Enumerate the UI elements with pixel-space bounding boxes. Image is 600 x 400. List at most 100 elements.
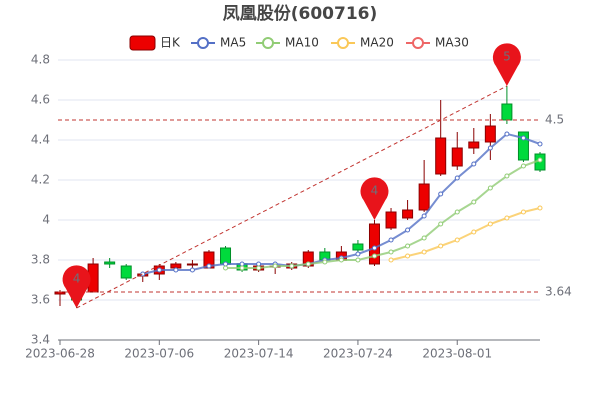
- y-tick-label: 3.4: [31, 333, 50, 347]
- ma-point: [487, 221, 493, 227]
- ma-point: [438, 243, 444, 249]
- ma-point: [173, 267, 179, 273]
- ma-point: [239, 265, 245, 271]
- pin-label: 4: [371, 184, 379, 198]
- ma-point: [421, 213, 427, 219]
- ma-line: [390, 207, 541, 261]
- ma-point: [537, 205, 543, 211]
- ma-point: [504, 215, 510, 221]
- candle-body: [352, 243, 364, 251]
- legend-label: MA5: [220, 36, 246, 50]
- ma-point: [520, 209, 526, 215]
- ma-line: [225, 159, 541, 269]
- legend-swatch: [337, 37, 349, 49]
- pin: [360, 177, 389, 220]
- ma-point: [371, 245, 377, 251]
- candle-body: [368, 223, 380, 265]
- ma-point: [388, 237, 394, 243]
- reference-label: 4.5: [545, 113, 564, 127]
- x-tick-label: 2023-07-06: [124, 347, 194, 361]
- y-tick-label: 3.8: [31, 253, 50, 267]
- ma-point: [471, 161, 477, 167]
- ma-point: [405, 227, 411, 233]
- legend-swatch: [129, 35, 156, 51]
- ma-point: [537, 157, 543, 163]
- pin: [492, 43, 521, 86]
- ma-point: [520, 163, 526, 169]
- ma-point: [487, 185, 493, 191]
- candle-body: [385, 211, 397, 229]
- y-tick-label: 4.8: [31, 53, 50, 67]
- candle-body: [170, 263, 182, 269]
- ma-point: [421, 235, 427, 241]
- candle-body: [501, 103, 513, 121]
- ma-point: [520, 135, 526, 141]
- ma-point: [438, 191, 444, 197]
- candle-body: [120, 265, 132, 279]
- ma-point: [223, 265, 229, 271]
- ma-point: [338, 257, 344, 263]
- pin-label: 4: [73, 272, 81, 286]
- candle-body: [451, 147, 463, 167]
- ma-point: [537, 141, 543, 147]
- ma-point: [388, 249, 394, 255]
- ma-point: [504, 131, 510, 137]
- y-tick-label: 4.6: [31, 93, 50, 107]
- ma-point: [421, 249, 427, 255]
- candle-body: [468, 141, 480, 149]
- candle-body: [186, 263, 198, 266]
- y-tick-label: 4.2: [31, 173, 50, 187]
- ma-point: [239, 261, 245, 267]
- ma-point: [471, 199, 477, 205]
- candle-body: [402, 209, 414, 219]
- candle-body: [517, 131, 529, 161]
- reference-label: 3.64: [545, 285, 572, 299]
- chart-title: 凤凰股份(600716): [223, 3, 378, 24]
- ma-point: [322, 259, 328, 265]
- legend-swatch: [262, 37, 274, 49]
- ma-point: [487, 145, 493, 151]
- ma-point: [355, 257, 361, 263]
- ma-point: [289, 263, 295, 269]
- ma-point: [405, 253, 411, 259]
- ma-point: [305, 261, 311, 267]
- ma-point: [189, 267, 195, 273]
- ma-point: [471, 229, 477, 235]
- legend-swatch: [197, 37, 209, 49]
- legend-label: MA10: [285, 36, 319, 50]
- candle-body: [484, 125, 496, 143]
- ma-point: [256, 265, 262, 271]
- ma-point: [156, 267, 162, 273]
- ma-point: [355, 251, 361, 257]
- legend-label: MA20: [360, 36, 394, 50]
- ma-point: [140, 271, 146, 277]
- ma-point: [206, 263, 212, 269]
- candle-body: [418, 183, 430, 211]
- ma-point: [371, 253, 377, 259]
- x-tick-label: 2023-06-28: [25, 347, 95, 361]
- pin: [62, 265, 91, 308]
- x-tick-label: 2023-07-14: [224, 347, 294, 361]
- ma-point: [256, 261, 262, 267]
- candle-body: [435, 137, 447, 175]
- ma-point: [388, 257, 394, 263]
- ma-point: [504, 173, 510, 179]
- y-tick-label: 3.6: [31, 293, 50, 307]
- y-tick-label: 4.4: [31, 133, 50, 147]
- pin-label: 5: [503, 50, 511, 64]
- ma-point: [223, 261, 229, 267]
- trend-line: [76, 85, 508, 309]
- x-tick-label: 2023-08-01: [422, 347, 492, 361]
- ma-point: [454, 237, 460, 243]
- ma-point: [454, 209, 460, 215]
- legend-label: 日K: [160, 36, 181, 50]
- legend-swatch: [412, 37, 424, 49]
- legend-label: MA30: [435, 36, 469, 50]
- candle-body: [104, 261, 116, 265]
- ma-point: [438, 221, 444, 227]
- y-tick-label: 4: [42, 213, 50, 227]
- ma-point: [454, 175, 460, 181]
- x-tick-label: 2023-07-24: [323, 347, 393, 361]
- ma-point: [272, 263, 278, 269]
